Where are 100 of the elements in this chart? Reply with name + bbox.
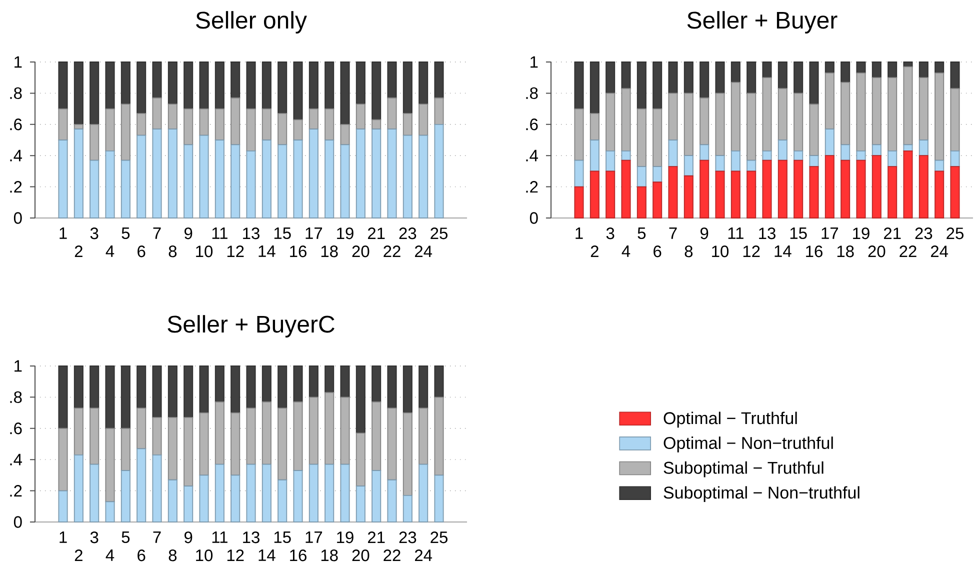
bar	[324, 140, 334, 218]
bar	[262, 140, 272, 218]
bar	[230, 474, 240, 522]
bar	[278, 366, 288, 409]
bar	[246, 366, 256, 409]
x-tick-label: 10	[196, 246, 213, 258]
bar	[199, 62, 209, 110]
bar	[434, 124, 444, 218]
bar	[621, 150, 631, 161]
bar	[668, 166, 678, 218]
x-tick-label: 24	[414, 246, 432, 258]
bar	[824, 62, 834, 74]
bar	[293, 366, 303, 402]
bar	[402, 366, 412, 414]
bar	[90, 408, 100, 465]
bar	[606, 170, 616, 218]
x-tick-label: 20	[352, 550, 370, 562]
x-tick-label: 6	[654, 246, 662, 258]
x-tick-label: 17	[306, 532, 322, 543]
bar	[152, 97, 162, 130]
bar	[90, 124, 100, 161]
bar	[636, 186, 646, 218]
bar	[590, 113, 600, 140]
bar	[184, 366, 194, 418]
bar	[340, 62, 350, 125]
bar	[324, 108, 334, 140]
bar	[293, 119, 303, 140]
x-tick-label: 2	[74, 246, 82, 258]
bar	[434, 97, 444, 125]
bar	[74, 128, 84, 218]
x-tick-label: 12	[743, 246, 760, 258]
bar	[888, 77, 898, 152]
bar	[278, 62, 288, 114]
bar	[387, 97, 397, 130]
x-tick-label: 25	[430, 228, 448, 240]
bar	[105, 501, 115, 522]
bar	[434, 366, 444, 398]
legend-label: Optimal − Truthful	[664, 412, 797, 428]
x-tick-label: 16	[290, 550, 306, 562]
x-tick-label: 13	[243, 532, 260, 544]
x-tick-label: 11	[212, 228, 228, 239]
y-tick-label: .8	[526, 87, 538, 100]
bar	[58, 428, 68, 492]
x-tick-label: 12	[227, 550, 244, 562]
bar	[668, 62, 678, 94]
bar	[574, 186, 584, 218]
bar	[356, 62, 366, 105]
x-tick-label: 4	[106, 550, 114, 561]
bar	[308, 62, 318, 110]
bar	[824, 72, 834, 130]
bar	[372, 470, 382, 522]
y-tick-label: .6	[10, 118, 22, 130]
bar	[434, 62, 444, 98]
y-tick-label: 1	[14, 360, 22, 372]
bar	[746, 170, 756, 218]
x-tick-label: 5	[122, 228, 130, 240]
bar	[730, 82, 740, 152]
x-tick-label: 25	[430, 532, 448, 544]
x-tick-label: 4	[622, 246, 630, 257]
bar	[794, 92, 804, 152]
bar	[136, 62, 146, 114]
bar	[184, 144, 194, 218]
bar	[418, 134, 428, 218]
bar	[387, 62, 397, 98]
bar	[230, 62, 240, 98]
bar	[606, 92, 616, 152]
bar	[372, 401, 382, 471]
x-tick-label: 22	[384, 246, 400, 258]
x-tick-label: 11	[212, 532, 228, 543]
x-tick-label: 23	[399, 228, 416, 240]
bar	[418, 104, 428, 136]
bar	[621, 62, 631, 89]
bar	[778, 140, 788, 161]
x-tick-label: 2	[590, 246, 598, 258]
bar	[324, 392, 334, 465]
bar	[730, 62, 740, 83]
x-tick-label: 19	[337, 228, 354, 240]
x-tick-label: 16	[806, 246, 822, 258]
x-tick-label: 8	[168, 550, 177, 562]
x-tick-label: 2	[74, 550, 82, 562]
bar	[903, 150, 913, 218]
bar	[872, 155, 882, 218]
bar	[934, 62, 944, 74]
x-tick-label: 7	[153, 228, 161, 239]
bar	[230, 144, 240, 218]
x-tick-label: 7	[153, 532, 161, 543]
bar	[58, 108, 68, 140]
x-tick-label: 15	[790, 228, 807, 240]
bar	[136, 366, 146, 409]
bar	[746, 92, 756, 161]
x-tick-label: 22	[384, 550, 400, 562]
bar	[340, 124, 350, 146]
bar	[324, 62, 334, 110]
bar	[402, 62, 412, 114]
bar	[668, 140, 678, 167]
x-tick-label: 6	[138, 246, 146, 258]
y-tick-label: .2	[10, 181, 22, 193]
bar	[574, 108, 584, 161]
bar	[136, 448, 146, 522]
bar	[762, 77, 772, 152]
